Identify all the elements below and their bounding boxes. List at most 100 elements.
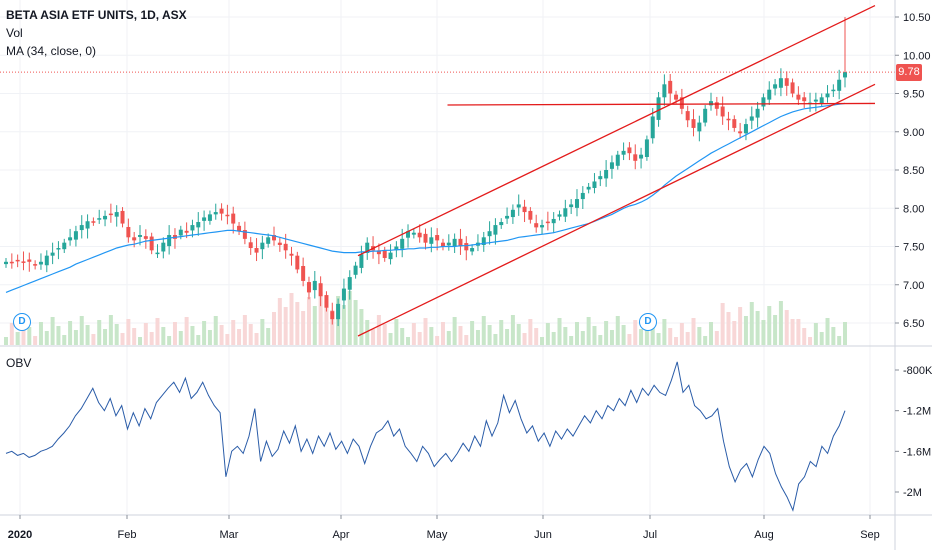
- volume-bar: [808, 337, 813, 345]
- time-axis: 2020 Feb Mar Apr May Jun Jul Aug Sep: [8, 515, 880, 541]
- volume-bar: [668, 328, 673, 345]
- candle-body: [440, 242, 445, 247]
- candle-body: [435, 235, 440, 241]
- candle-body: [341, 288, 346, 301]
- obv-tick-label: -800K: [903, 365, 932, 377]
- volume-bar: [248, 324, 253, 345]
- ma-legend[interactable]: MA (34, close, 0): [6, 44, 97, 58]
- candle-body: [400, 238, 405, 249]
- volume-bar: [27, 327, 32, 345]
- candle-body: [540, 225, 545, 228]
- volume-bar: [423, 318, 428, 345]
- volume-bar: [365, 320, 370, 345]
- candle-body: [50, 252, 55, 256]
- obv-tick-label: -1.2M: [903, 406, 931, 418]
- candle-body: [21, 261, 26, 263]
- candle-body: [254, 248, 259, 253]
- candle-body: [62, 242, 67, 250]
- candle-body: [330, 311, 335, 320]
- time-tick-label: 2020: [8, 529, 32, 541]
- volume-legend[interactable]: Vol: [6, 26, 23, 40]
- candle-body: [73, 231, 78, 240]
- candle-body: [225, 214, 230, 217]
- volume-bar: [843, 322, 847, 345]
- time-tick-label: Apr: [332, 529, 349, 541]
- candle-body: [778, 78, 783, 88]
- volume-bar: [318, 292, 323, 345]
- symbol-title[interactable]: BETA ASIA ETF UNITS, 1D, ASX: [6, 8, 187, 22]
- volume-bar: [499, 320, 504, 345]
- candle-body: [417, 232, 422, 238]
- volume-bar: [68, 321, 73, 345]
- volume-bar: [720, 303, 725, 345]
- volume-bar: [761, 320, 766, 345]
- volume-bar: [371, 329, 376, 345]
- volume-bar: [213, 316, 218, 345]
- candle-body: [178, 229, 183, 236]
- trendline-upper: [357, 4, 876, 257]
- volume-bar: [674, 337, 679, 345]
- candle-body: [831, 89, 836, 92]
- obv-tick-label: -1.6M: [903, 446, 931, 458]
- price-tick-label: 8.50: [903, 165, 924, 177]
- volume-bar: [755, 311, 760, 345]
- candle-body: [184, 230, 189, 233]
- candle-body: [312, 280, 317, 291]
- price-tick-label: 9.00: [903, 127, 924, 139]
- volume-bar: [615, 316, 620, 345]
- dividend-marker[interactable]: D: [639, 313, 657, 331]
- candle-body: [604, 170, 609, 179]
- volume-bar: [505, 329, 510, 345]
- volume-bar: [831, 327, 836, 345]
- candle-body: [155, 252, 160, 255]
- trendline-flat: [447, 102, 876, 106]
- volume-bar: [172, 322, 177, 345]
- candle-body: [388, 252, 393, 260]
- candle-body: [406, 231, 411, 238]
- volume-bar: [277, 298, 282, 345]
- candle-body: [68, 237, 73, 241]
- candle-body: [353, 265, 358, 275]
- candle-body: [493, 225, 498, 235]
- volume-bar: [33, 336, 38, 345]
- candle-body: [528, 210, 533, 220]
- price-tick-label: 8.00: [903, 203, 924, 215]
- candle-body: [207, 214, 212, 221]
- volume-bar: [283, 307, 288, 345]
- volume-bar: [242, 315, 247, 345]
- obv-legend[interactable]: OBV: [6, 356, 32, 370]
- volume-bar: [662, 319, 667, 345]
- candle-body: [301, 266, 306, 281]
- candle-body: [586, 186, 591, 190]
- candle-body: [481, 237, 486, 245]
- dividend-marker[interactable]: D: [13, 313, 31, 331]
- volume-bar: [627, 334, 632, 345]
- volume-bar: [714, 331, 719, 345]
- candle-body: [743, 124, 748, 134]
- volume-bar: [633, 320, 638, 345]
- volume-bar: [685, 332, 690, 345]
- candle-body: [97, 218, 102, 220]
- volume-bar: [394, 319, 399, 345]
- volume-bar: [207, 330, 212, 345]
- time-tick-label: Jul: [643, 529, 657, 541]
- volume-bar: [9, 323, 14, 345]
- volume-bar: [330, 310, 335, 345]
- candle-body: [149, 236, 154, 251]
- volume-bar: [819, 332, 824, 345]
- candle-body: [85, 221, 90, 229]
- candle-body: [295, 255, 300, 270]
- candle-body: [813, 99, 818, 102]
- candle-body: [749, 116, 754, 121]
- candle-body: [91, 221, 96, 223]
- candle-body: [103, 215, 108, 220]
- volume-bar: [569, 336, 574, 345]
- candle-body: [557, 214, 562, 217]
- volume-bar: [778, 301, 783, 345]
- volume-bar: [726, 312, 731, 345]
- candle-body: [231, 213, 236, 224]
- volume-bar: [178, 331, 183, 345]
- time-tick-label: May: [427, 529, 448, 541]
- candle-body: [545, 221, 550, 224]
